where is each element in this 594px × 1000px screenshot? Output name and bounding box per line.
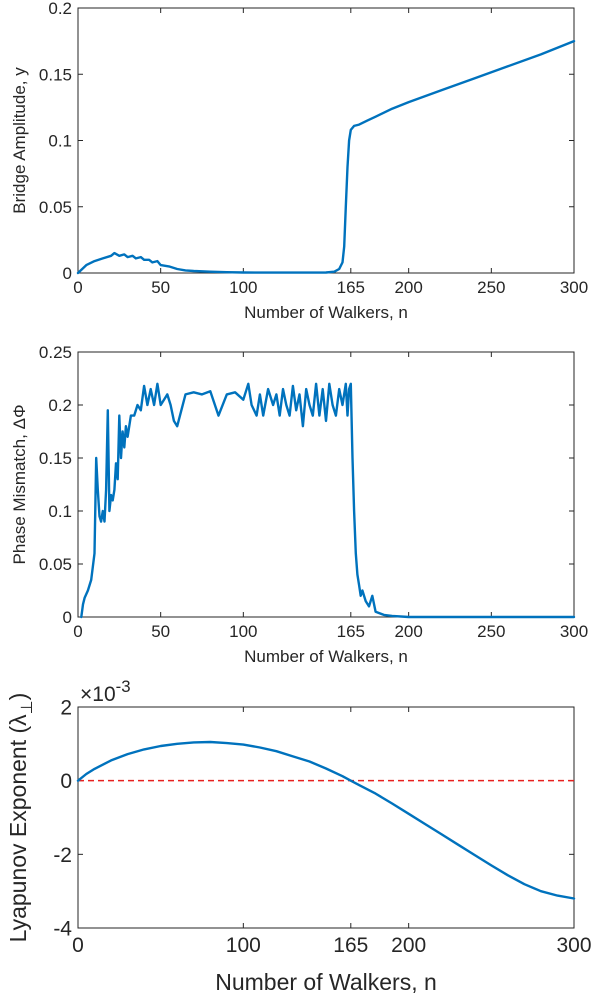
y-tick-label: 2 [60,697,72,720]
x-tick-label: 200 [391,934,426,957]
x-tick-label: 300 [556,934,591,957]
axes-box [77,706,575,929]
x-tick-label: 100 [226,934,261,957]
y-tick-label: 0.1 [48,132,72,151]
y-axis-label-main: Bridge Amplitude, y [10,67,29,214]
x-tick-label: 300 [560,622,588,641]
x-tick-label: 50 [151,278,170,297]
x-tick-label: 250 [477,622,505,641]
y-exponent-label: ×10-3 [80,677,131,706]
y-tick-label: 0.15 [39,65,72,84]
y-axis-label: Bridge Amplitude, y [10,67,29,214]
y-tick-label: -4 [53,918,72,941]
y-tick-label: 0.1 [48,502,72,521]
lyapunov-exponent-panel: 0 100 165 200 300 -4 -2 0 2 ×10-3 Number of Walker… [5,677,592,995]
phase-mismatch-panel: 0 50 100 165 200 250 300 0 0.05 0.1 0.15 0.2 0.25 Num… [10,343,588,666]
y-axis-label: Phase Mismatch, ΔΦ [10,404,29,564]
x-axis-label: Number of Walkers, n [244,303,408,322]
x-tick-label: 165 [337,278,365,297]
y-tick-label: 0.15 [39,449,72,468]
axes-box [77,351,575,618]
bridge-amplitude-panel: 0 50 100 165 200 250 300 0 0.05 0.1 0.15 0.2 Number … [10,0,588,322]
y-tick-label: 0.2 [48,0,72,18]
x-tick-label: 250 [477,278,505,297]
axes-box [77,7,575,274]
x-tick-label: 0 [72,934,84,957]
x-tick-label: 50 [151,622,170,641]
x-axis-label: Number of Walkers, n [244,647,408,666]
series-line [76,39,576,275]
x-tick-label: 200 [394,278,422,297]
x-tick-label: 100 [229,622,257,641]
y-axis-label-main: Phase Mismatch, ΔΦ [10,404,29,564]
y-tick-label: 0 [63,264,72,283]
x-tick-label: 0 [73,622,82,641]
x-tick-label: 200 [394,622,422,641]
y-axis-label: Lyapunov Exponent (λ⊥) [5,693,36,943]
y-tick-label: 0.05 [39,198,72,217]
y-tick-label: 0.25 [39,343,72,362]
y-axis-label-main: Lyapunov Exponent (λ [5,714,31,943]
series-line [76,740,576,900]
y-exponent-base: ×10 [80,683,116,706]
x-tick-label: 0 [73,278,82,297]
x-tick-label: 100 [229,278,257,297]
x-tick-label: 165 [337,622,365,641]
x-axis-label: Number of Walkers, n [215,969,437,995]
y-axis-label-close: ) [5,693,31,701]
series-line [80,382,576,619]
x-tick-label: 300 [560,278,588,297]
x-tick-label: 165 [333,934,368,957]
y-exponent-power: -3 [116,677,131,696]
y-tick-label: -2 [53,844,72,867]
y-tick-label: 0 [63,608,72,627]
y-tick-label: 0.05 [39,555,72,574]
y-axis-label-subscript: ⊥ [18,700,36,714]
y-tick-label: 0 [60,770,72,793]
y-tick-label: 0.2 [48,396,72,415]
